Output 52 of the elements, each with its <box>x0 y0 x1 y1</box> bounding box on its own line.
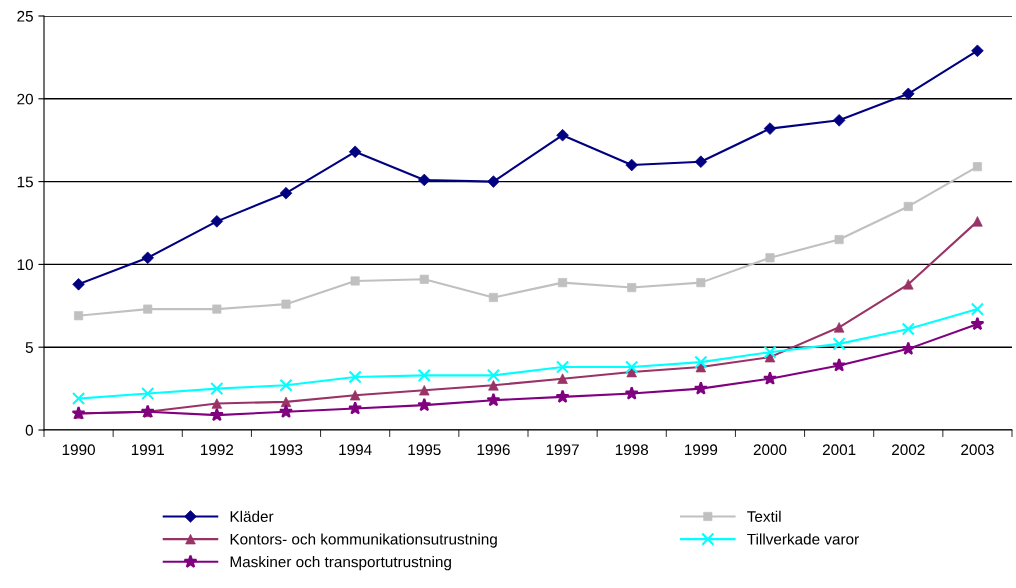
point <box>763 371 777 385</box>
point <box>486 368 501 382</box>
x-tick-label: 1998 <box>615 444 649 456</box>
point <box>763 345 777 359</box>
point <box>417 397 432 412</box>
point <box>832 337 846 351</box>
x-tick-label: 2003 <box>961 444 994 456</box>
point <box>901 341 916 355</box>
point <box>558 278 568 288</box>
point <box>141 386 155 401</box>
legend-label: Textil <box>747 510 781 522</box>
point <box>348 401 363 415</box>
y-tick-label: 25 <box>17 10 33 22</box>
x-tick-label: 2001 <box>822 444 856 456</box>
x-tick-label: 1991 <box>131 444 164 456</box>
point <box>209 407 224 422</box>
y-tick-label: 10 <box>17 259 33 271</box>
x-tick-label: 1999 <box>685 444 718 456</box>
y-tick-label: 20 <box>17 93 33 105</box>
point <box>486 392 501 407</box>
x-tick-label: 2002 <box>892 444 925 456</box>
x-tick-label: 1995 <box>408 444 441 456</box>
point <box>279 404 293 418</box>
x-tick-label: 1997 <box>546 444 579 456</box>
point <box>694 355 708 369</box>
point <box>555 360 570 374</box>
legend-label: Kläder <box>230 510 274 522</box>
point <box>970 302 985 316</box>
y-tick-label: 15 <box>17 176 33 188</box>
x-tick-label: 1992 <box>201 444 234 456</box>
x-tick-label: 1990 <box>62 444 95 456</box>
point <box>348 370 362 384</box>
legend-label: Kontors- och kommunikationsutrustning <box>230 533 497 548</box>
legend-label: Maskiner och transportutrustning <box>230 556 451 571</box>
point <box>901 322 915 336</box>
point <box>279 378 293 392</box>
x-tick-label: 2000 <box>753 444 787 456</box>
point <box>693 381 708 395</box>
point <box>624 386 639 400</box>
y-tick-label: 0 <box>25 424 33 436</box>
point <box>832 358 847 372</box>
x-tick-label: 1996 <box>477 444 510 456</box>
point <box>625 360 639 374</box>
point <box>210 382 224 396</box>
point <box>970 316 985 331</box>
point <box>417 368 431 382</box>
x-tick-label: 1994 <box>339 444 372 456</box>
point <box>71 391 86 406</box>
point <box>555 389 570 403</box>
legend-label: Tillverkade varor <box>747 533 859 545</box>
x-tick-label: 1993 <box>270 444 303 456</box>
y-tick-label: 5 <box>25 342 33 353</box>
